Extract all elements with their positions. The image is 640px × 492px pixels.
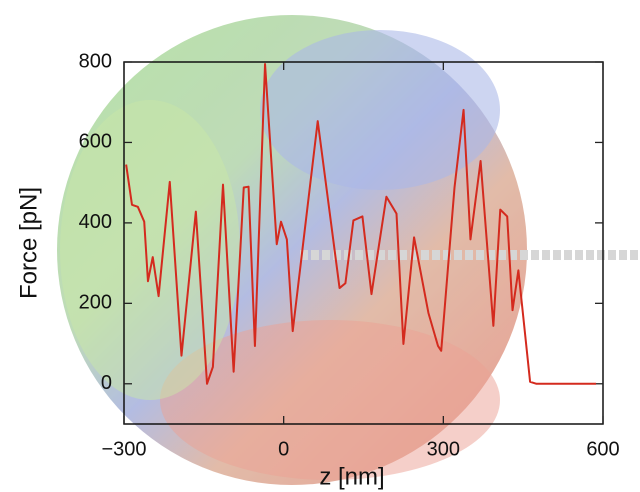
y-tick-label: 400 xyxy=(79,211,112,233)
x-tick-label: −300 xyxy=(101,438,146,460)
x-axis-label: z [nm] xyxy=(319,463,384,490)
y-tick-label: 600 xyxy=(79,131,112,153)
y-tick-label: 200 xyxy=(79,292,112,314)
plot-frame xyxy=(123,61,604,425)
y-tick-label: 800 xyxy=(79,50,112,72)
y-axis-label: Force [pN] xyxy=(15,187,42,299)
x-tick-label: 300 xyxy=(427,438,460,460)
y-tick-label: 0 xyxy=(101,372,112,394)
x-tick-label: 0 xyxy=(278,438,289,460)
x-tick-label: 600 xyxy=(586,438,619,460)
data-line xyxy=(125,63,597,385)
background-rendering xyxy=(57,15,640,485)
